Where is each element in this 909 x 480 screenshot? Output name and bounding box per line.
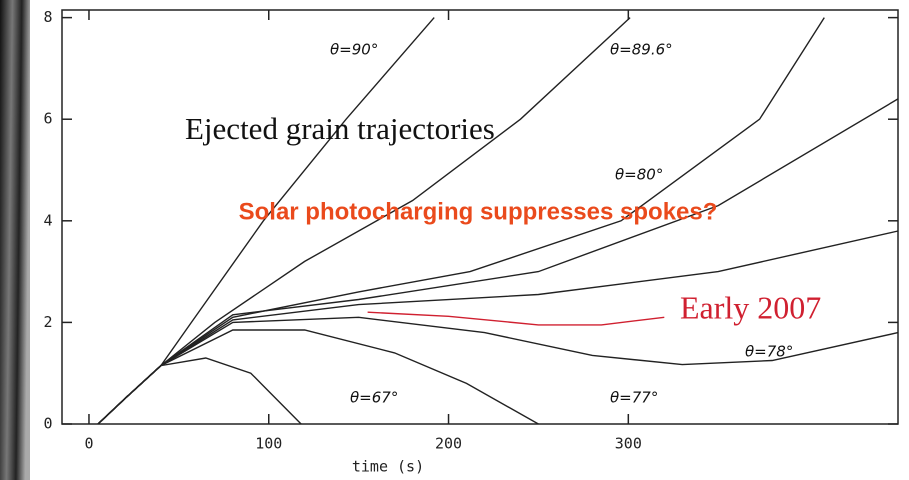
y-tick-label: 8: [43, 8, 52, 26]
series-label: θ=67°: [350, 389, 398, 407]
annotation: Early 2007: [680, 289, 821, 325]
trajectory-line: [97, 316, 899, 425]
label-box: [670, 288, 870, 332]
trajectory-line: [97, 98, 899, 425]
annotation: Ejected grain trajectories: [185, 111, 495, 146]
series-label: θ=90°: [330, 41, 378, 59]
annotation: Solar photocharging suppresses spokes?: [239, 198, 718, 225]
x-tick-label: 0: [84, 435, 93, 453]
series-label: θ=78°: [745, 343, 793, 361]
y-tick-label: 4: [43, 211, 52, 229]
x-axis-label: time (s): [352, 458, 424, 476]
series-label: θ=89.6°: [610, 41, 673, 59]
plot-frame: [61, 9, 899, 425]
y-tick-label: 2: [43, 313, 52, 331]
trajectory-line: [97, 357, 302, 425]
series-label: θ=77°: [610, 389, 658, 407]
trajectory-line: [97, 329, 539, 425]
x-tick-label: 100: [255, 435, 282, 453]
background-image: [0, 0, 30, 480]
series-label: θ=80°: [615, 166, 663, 184]
x-tick-label: 300: [615, 435, 642, 453]
y-tick-label: 6: [43, 110, 52, 128]
x-tick-label: 200: [435, 435, 462, 453]
y-tick-label: 0: [43, 415, 52, 433]
trajectory-line: [367, 311, 665, 326]
